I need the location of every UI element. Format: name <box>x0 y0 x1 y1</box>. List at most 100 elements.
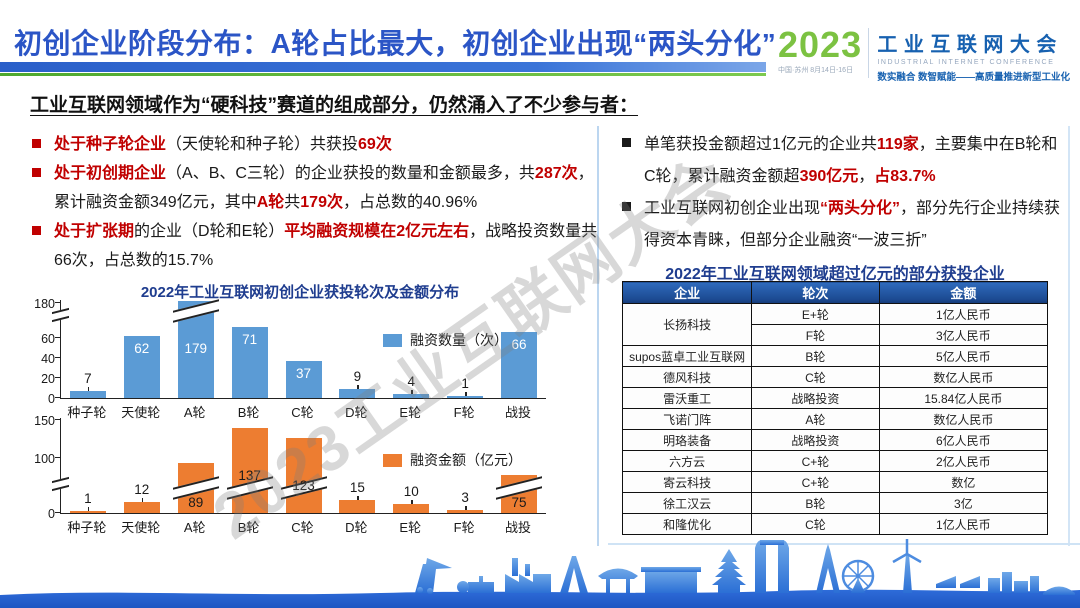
logo-year: 2023 <box>778 24 863 65</box>
title-underline-green-bar <box>0 73 766 76</box>
table-cell-amount: 数亿人民币 <box>878 408 1049 430</box>
bullet-item: 处于扩张期的企业（D轮和E轮）平均融资规模在2亿元左右，战略投资数量共66次，占… <box>30 217 598 275</box>
table-cell-company: supos蓝卓工业互联网 <box>621 345 753 367</box>
bullet-marker <box>622 138 631 147</box>
table-cell-round: 战略投资 <box>751 429 880 451</box>
table-row: 德风科技 C轮 数亿人民币 <box>621 366 1049 388</box>
bar-label-tick <box>411 390 413 394</box>
logo-separator <box>868 28 870 78</box>
y-tick-label: 100 <box>34 452 55 466</box>
x-category-label: E轮 <box>399 405 422 420</box>
table-cell-company: 雷沃重工 <box>621 387 753 409</box>
x-category-label: A轮 <box>183 405 206 420</box>
y-tick-label: 180 <box>34 297 55 311</box>
table-cell-amount: 5亿人民币 <box>878 345 1049 367</box>
bar-value-label: 4 <box>407 374 416 389</box>
x-category-label: B轮 <box>237 520 260 535</box>
chart-title: 2022年工业互联网初创企业获投轮次及金额分布 <box>140 284 460 301</box>
city-skyline-graphic <box>0 539 1080 608</box>
x-category-label: 种子轮 <box>67 520 107 535</box>
table-row: supos蓝卓工业互联网 B轮 5亿人民币 <box>621 345 1049 367</box>
table-header-cell: 企业 <box>621 281 753 304</box>
table-row: 六方云 C+轮 2亿人民币 <box>621 450 1049 472</box>
bullet-text: 处于初创期企业（A、B、C三轮）的企业获投的数量和金额最多，共287次，累计融资… <box>54 165 594 211</box>
table-cell-amount: 1亿人民币 <box>878 303 1049 325</box>
bar-value-label: 66 <box>511 337 527 352</box>
bar-value-label: 1 <box>461 376 469 391</box>
logo-name-english: INDUSTRIAL INTERNET CONFERENCE <box>877 59 1055 66</box>
logo-year-block: 2023 中国·苏州 8月14日-16日 <box>778 26 862 78</box>
bar-value-label: 179 <box>184 341 207 356</box>
bar-label-tick <box>465 392 467 396</box>
table-cell-round: C轮 <box>751 366 880 388</box>
table-row: 寄云科技 C+轮 数亿 <box>621 471 1049 493</box>
x-category-label: 天使轮 <box>121 520 161 535</box>
bar-value-label: 75 <box>511 495 527 510</box>
y-tick-mark <box>55 511 61 513</box>
title-underline-blue-bar <box>0 62 766 72</box>
bar-label-tick <box>465 506 467 510</box>
bullet-item: 工业互联网初创企业出现“两头分化”，部分先行企业持续获得资本青睐，但部分企业融资… <box>620 193 1067 257</box>
bar-value-label: 15 <box>349 480 365 495</box>
slide-title: 初创企业阶段分布：A轮占比最大，初创企业出现“两头分化” <box>14 28 777 59</box>
x-category-label: 战投 <box>505 405 532 420</box>
bar-value-label: 7 <box>84 371 92 386</box>
table-cell-amount: 2亿人民币 <box>878 450 1049 472</box>
table-cell-company: 长扬科技 <box>621 303 753 346</box>
legend-label: 融资金额（亿元） <box>410 452 522 468</box>
bar-种子轮 <box>69 511 106 513</box>
bar-label-tick <box>87 507 90 511</box>
bar-label-tick <box>357 496 359 500</box>
bar-B轮 <box>231 428 268 513</box>
x-category-label: 种子轮 <box>67 405 107 420</box>
bullet-marker <box>32 226 41 235</box>
y-tick-mark <box>55 396 61 398</box>
x-category-label: E轮 <box>399 520 422 535</box>
bar-value-label: 9 <box>353 369 362 384</box>
y-tick-label: 60 <box>41 332 55 346</box>
bullet-text: 处于种子轮企业（天使轮和种子轮）共获投69次 <box>54 136 392 153</box>
bullet-item: 处于种子轮企业（天使轮和种子轮）共获投69次 <box>30 130 598 159</box>
table-cell-amount: 数亿人民币 <box>878 366 1049 388</box>
y-tick-mark <box>55 301 61 303</box>
bullet-marker <box>622 202 631 211</box>
y-tick-mark <box>55 336 61 338</box>
bar-value-label: 62 <box>134 341 150 356</box>
logo-name-block: 工业互联网大会 INDUSTRIAL INTERNET CONFERENCE 数… <box>877 26 1070 83</box>
table-cell-company: 和隆优化 <box>621 513 753 535</box>
bar-label-tick <box>87 387 90 391</box>
table-cell-round: F轮 <box>751 324 880 346</box>
bullet-text: 单笔获投金额超过1亿元的企业共119家，主要集中在B轮和C轮，累计融资金额超39… <box>644 136 1058 185</box>
x-category-label: F轮 <box>453 405 475 420</box>
table-row: 飞诺门阵 A轮 数亿人民币 <box>621 408 1049 430</box>
bullet-text: 处于扩张期的企业（D轮和E轮）平均融资规模在2亿元左右，战略投资数量共66次，占… <box>54 223 598 269</box>
legend-swatch-blue <box>383 333 402 347</box>
table-header-cell: 金额 <box>878 281 1049 304</box>
bar-天使轮 <box>123 502 160 513</box>
table-cell-company: 飞诺门阵 <box>621 408 753 430</box>
funding-amount-legend: 融资金额（亿元） <box>383 450 522 470</box>
funding-count-chart: 0 20 40 60 180 7 62 179 71 37 9 4 1 66 <box>34 297 546 406</box>
right-bullet-list: 单笔获投金额超过1亿元的企业共119家，主要集中在B轮和C轮，累计融资金额超39… <box>620 129 1067 257</box>
bar-种子轮 <box>69 391 106 398</box>
x-category-label: 战投 <box>505 520 532 535</box>
table-cell-round: C+轮 <box>751 450 880 472</box>
left-bullet-list: 处于种子轮企业（天使轮和种子轮）共获投69次处于初创期企业（A、B、C三轮）的企… <box>30 130 598 275</box>
bullet-text: 工业互联网初创企业出现“两头分化”，部分先行企业持续获得资本青睐，但部分企业融资… <box>644 200 1061 249</box>
bar-D轮 <box>339 500 376 513</box>
bar-value-label: 89 <box>188 495 204 510</box>
x-category-label: C轮 <box>291 405 314 420</box>
logo-slogan: 数实融合 数智赋能——高质量推进新型工业化 <box>877 72 1070 83</box>
table-row: 雷沃重工 战略投资 15.84亿人民币 <box>621 387 1049 409</box>
table-cell-round: C轮 <box>751 513 880 535</box>
x-category-label: 天使轮 <box>121 405 161 420</box>
conference-logo: 2023 中国·苏州 8月14日-16日 工业互联网大会 INDUSTRIAL … <box>778 26 1070 84</box>
investment-table: 企业 轮次 金额 长扬科技 E+轮 1亿人民币 F轮 3亿人民币 supos蓝卓工业互联网 B轮… <box>621 281 1049 535</box>
table-header-row: 企业 轮次 金额 <box>621 281 1049 304</box>
y-tick-label: 0 <box>48 507 55 521</box>
x-category-label: F轮 <box>453 520 475 535</box>
table-cell-amount: 3亿 <box>878 492 1049 514</box>
table-title: 2022年工业互联网领域超过亿元的部分获投企业 <box>665 266 1005 283</box>
bullet-marker <box>32 168 41 177</box>
bar-战投 <box>501 332 538 398</box>
